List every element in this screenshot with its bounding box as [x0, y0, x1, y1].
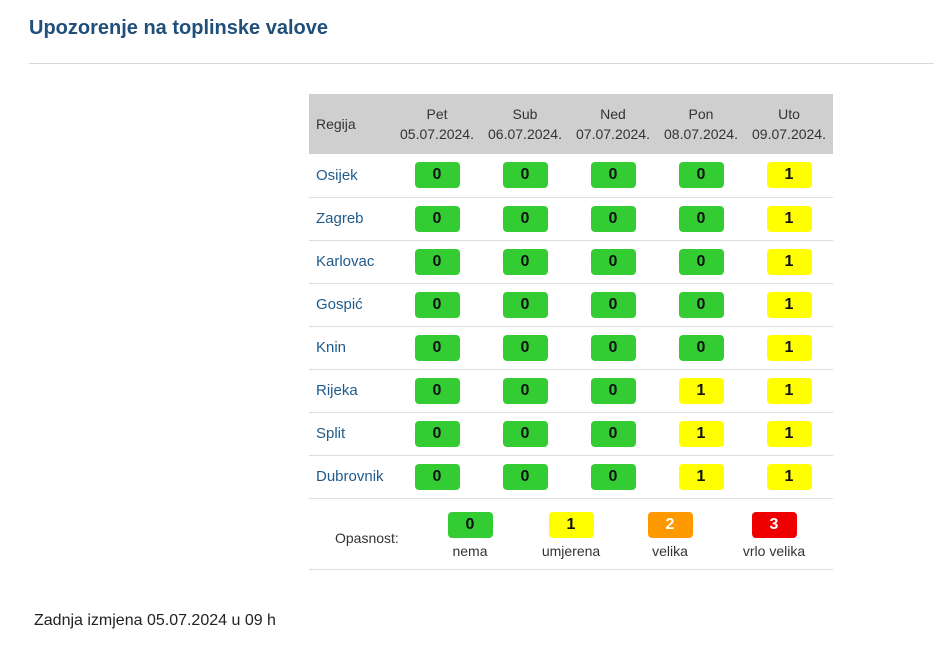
table-row: Zagreb 0 0 0 0 1	[309, 197, 833, 240]
table-row: Knin 0 0 0 0 1	[309, 326, 833, 369]
warning-level-badge: 0	[414, 162, 460, 189]
warning-level-badge: 1	[766, 420, 812, 447]
warning-level-badge: 0	[502, 334, 548, 361]
day-column-header: Sub 06.07.2024.	[481, 94, 569, 154]
warning-level-badge: 0	[447, 512, 493, 538]
day-name: Pet	[426, 106, 448, 122]
warning-level-badge: 1	[766, 248, 812, 275]
warning-level-badge: 0	[590, 463, 636, 490]
warning-level-badge: 1	[678, 377, 724, 404]
region-link-gospic[interactable]: Gospić	[316, 296, 363, 313]
warning-level-badge: 0	[414, 377, 460, 404]
region-link-rijeka[interactable]: Rijeka	[316, 382, 358, 399]
warning-level-badge: 0	[678, 291, 724, 318]
day-column-header: Pon 08.07.2024.	[657, 94, 745, 154]
warning-level-badge: 0	[502, 463, 548, 490]
last-updated-note: Zadnja izmjena 05.07.2024 u 09 h	[34, 612, 276, 629]
day-date: 08.07.2024.	[664, 126, 738, 142]
warning-level-badge: 0	[414, 463, 460, 490]
warning-level-badge: 0	[502, 420, 548, 447]
warning-level-badge: 1	[766, 205, 812, 232]
warning-level-badge: 1	[678, 420, 724, 447]
warning-level-badge: 1	[766, 162, 812, 189]
warning-level-badge: 0	[678, 162, 724, 189]
warning-level-badge: 1	[548, 512, 594, 538]
day-date: 09.07.2024.	[752, 126, 826, 142]
region-link-zagreb[interactable]: Zagreb	[316, 210, 364, 227]
legend-item-nema: 0 nema	[425, 512, 515, 559]
warning-level-badge: 0	[590, 420, 636, 447]
warning-level-badge: 0	[590, 205, 636, 232]
table-row: Rijeka 0 0 0 1 1	[309, 369, 833, 412]
warning-level-badge: 0	[414, 334, 460, 361]
legend-text: velika	[652, 543, 688, 559]
warning-level-badge: 0	[502, 291, 548, 318]
warning-level-badge: 2	[647, 512, 693, 538]
warning-level-badge: 1	[766, 291, 812, 318]
day-name: Uto	[778, 106, 800, 122]
warning-level-badge: 0	[590, 291, 636, 318]
warning-level-badge: 0	[414, 420, 460, 447]
warning-level-badge: 0	[590, 334, 636, 361]
region-link-osijek[interactable]: Osijek	[316, 166, 358, 184]
warning-level-badge: 1	[678, 463, 724, 490]
region-link-dubrovnik[interactable]: Dubrovnik	[316, 468, 384, 485]
warning-level-badge: 0	[678, 248, 724, 275]
warning-level-badge: 0	[590, 162, 636, 189]
legend-item-velika: 2 velika	[625, 512, 715, 559]
day-column-header: Pet 05.07.2024.	[393, 94, 481, 154]
warning-level-badge: 0	[590, 248, 636, 275]
warning-level-badge: 0	[414, 291, 460, 318]
region-link-knin[interactable]: Knin	[316, 339, 347, 356]
danger-legend: Opasnost: 0 nema 1 umjerena 2 velika 3 v…	[309, 499, 833, 570]
warning-level-badge: 0	[678, 334, 724, 361]
legend-text: vrlo velika	[742, 543, 806, 559]
region-link-split[interactable]: Split	[316, 425, 346, 442]
legend-label: Opasnost:	[335, 530, 399, 546]
warning-level-badge: 1	[766, 334, 812, 361]
day-date: 05.07.2024.	[400, 126, 474, 142]
table-row: Split 0 0 0 1 1	[309, 412, 833, 455]
warning-level-badge: 0	[678, 205, 724, 232]
heatwave-warning-table: Regija Pet 05.07.2024. Sub 06.07.2024. N…	[309, 94, 833, 499]
warning-level-badge: 1	[766, 377, 812, 404]
day-column-header: Uto 09.07.2024.	[745, 94, 833, 154]
region-link-karlovac[interactable]: Karlovac	[316, 253, 375, 270]
title-divider	[29, 63, 934, 64]
day-name: Ned	[600, 106, 626, 122]
warning-level-badge: 1	[766, 463, 812, 490]
warning-level-badge: 0	[414, 248, 460, 275]
legend-item-vrlo-velika: 3 vrlo velika	[729, 512, 819, 559]
day-name: Pon	[688, 106, 714, 122]
table-header-row: Regija Pet 05.07.2024. Sub 06.07.2024. N…	[309, 94, 833, 154]
warning-level-badge: 0	[502, 205, 548, 232]
day-column-header: Ned 07.07.2024.	[569, 94, 657, 154]
warning-level-badge: 3	[751, 512, 797, 538]
table-row: Karlovac 0 0 0 0 1	[309, 240, 833, 283]
region-column-header: Regija	[316, 116, 356, 132]
day-name: Sub	[512, 106, 538, 122]
day-date: 06.07.2024.	[488, 126, 562, 142]
warning-level-badge: 0	[590, 377, 636, 404]
warning-level-badge: 0	[502, 377, 548, 404]
table-row: Dubrovnik 0 0 0 1 1	[309, 455, 833, 498]
legend-text: nema	[452, 543, 488, 559]
day-date: 07.07.2024.	[576, 126, 650, 142]
legend-item-umjerena: 1 umjerena	[526, 512, 616, 559]
warning-level-badge: 0	[502, 248, 548, 275]
table-row: Gospić 0 0 0 0 1	[309, 283, 833, 326]
warning-level-badge: 0	[414, 205, 460, 232]
warning-level-badge: 0	[502, 162, 548, 189]
table-row: Osijek 0 0 0 0 1	[309, 154, 833, 197]
legend-text: umjerena	[541, 543, 601, 559]
page-title: Upozorenje na toplinske valove	[29, 17, 328, 39]
